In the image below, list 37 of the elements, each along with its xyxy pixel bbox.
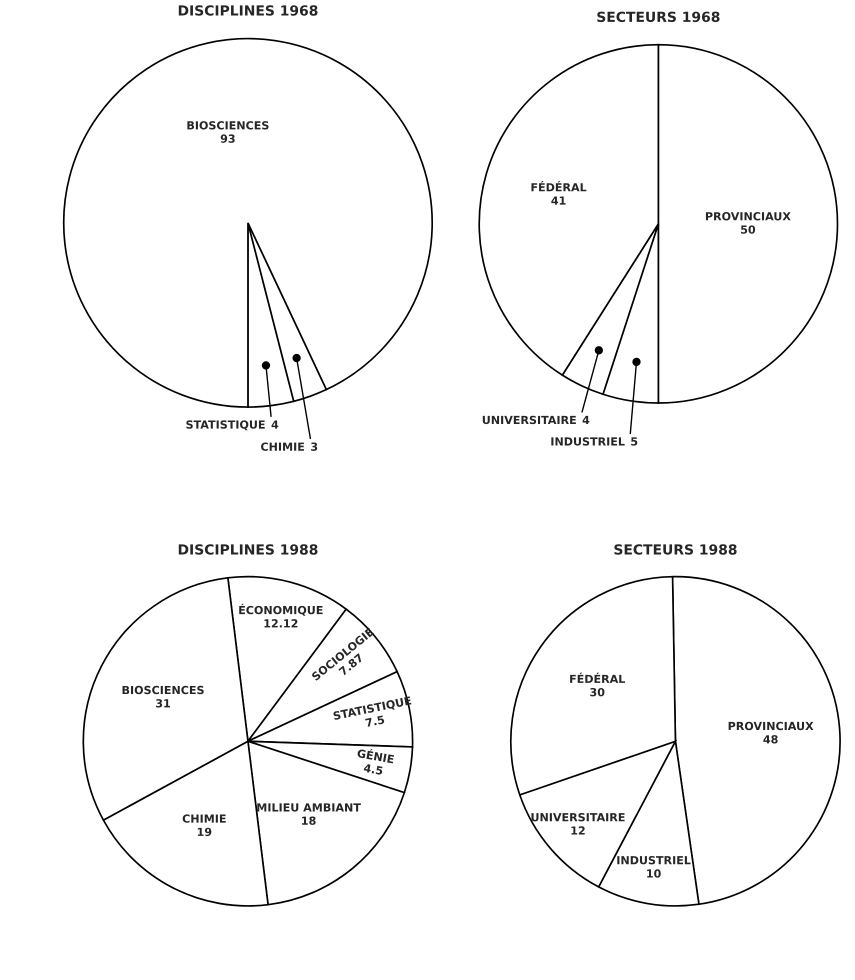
pie-slice xyxy=(62,38,434,408)
slice-label: GÉNIE xyxy=(356,746,395,764)
data-label: 4.5 xyxy=(363,764,384,776)
slice-label: FÉDÉRAL xyxy=(570,672,626,683)
slice-label: PROVINCIAUX xyxy=(728,722,814,730)
data-label: 3 xyxy=(311,442,318,451)
slice-label: INDUSTRIEL xyxy=(617,856,691,864)
slice-label: UNIVERSITAIRE xyxy=(532,813,625,822)
slice-label: INDUSTRIEL xyxy=(551,437,625,446)
slice-label: FÉDÉRAL xyxy=(531,181,586,192)
data-label: 41 xyxy=(551,196,566,205)
data-label: 4 xyxy=(272,420,278,429)
chart-title: SECTEURS 1988 xyxy=(614,544,737,555)
data-label: 48 xyxy=(763,735,778,744)
data-label: 10 xyxy=(647,869,661,878)
slice-label: UNIVERSITAIRE xyxy=(482,416,576,424)
slice-label: CHIMIE xyxy=(182,814,226,823)
slice-label: PROVINCIAUX xyxy=(706,212,791,220)
data-label: 31 xyxy=(156,699,170,708)
chart-title: DISCIPLINES 1988 xyxy=(178,544,318,555)
slice-label: BIOSCIENCES xyxy=(187,121,269,130)
chart-title: DISCIPLINES 1968 xyxy=(178,5,318,16)
data-label: 18 xyxy=(302,816,316,825)
data-label: 4 xyxy=(582,416,590,424)
slice-label: CHIMIE xyxy=(261,442,304,451)
data-label: 50 xyxy=(741,225,756,234)
data-label: 93 xyxy=(220,134,235,143)
data-label: 5 xyxy=(631,437,638,446)
slice-label: ÉCONOMIQUE xyxy=(239,604,323,616)
chart-title: SECTEURS 1968 xyxy=(597,12,720,22)
data-label: 19 xyxy=(198,828,212,836)
slice-label: BIOSCIENCES xyxy=(122,686,204,694)
data-label: 12 xyxy=(571,826,585,835)
data-label: 12.12 xyxy=(264,619,298,628)
slice-label: STATISTIQUE xyxy=(186,420,265,430)
data-label: 30 xyxy=(590,688,604,696)
slice-label: MILIEU AMBIANT xyxy=(257,803,361,812)
